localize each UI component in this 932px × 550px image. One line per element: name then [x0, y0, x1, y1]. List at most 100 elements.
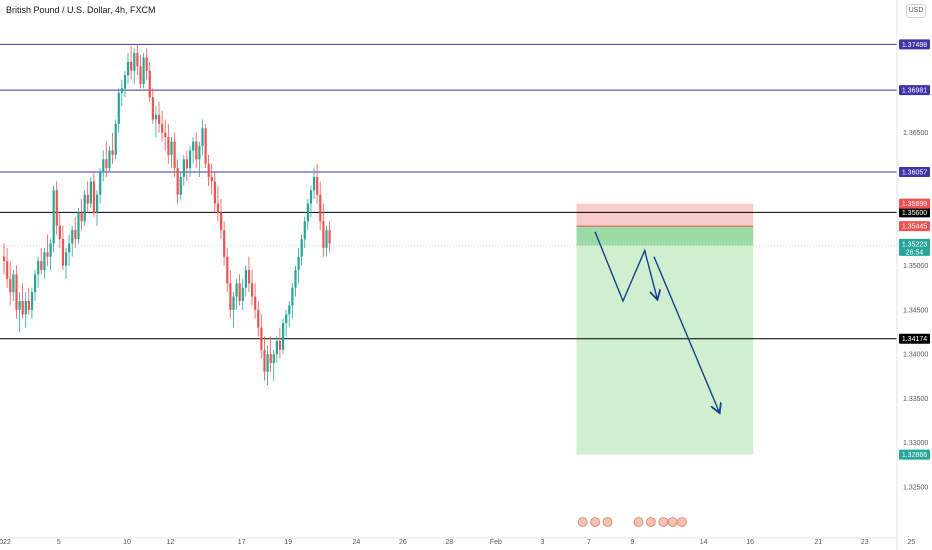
position-zones	[576, 203, 754, 455]
x-tick-label: 24	[353, 539, 361, 546]
candle-body	[254, 296, 257, 310]
candle-body	[306, 203, 309, 222]
open-profit-zone	[576, 226, 754, 246]
level-tag-1.37498-bg	[899, 39, 930, 50]
candle-body	[316, 177, 319, 195]
candle-body	[111, 150, 114, 155]
stop-price-tag: 1.35699	[902, 201, 927, 208]
candle-body	[241, 287, 244, 301]
candle-body	[303, 221, 306, 239]
candle-body	[313, 177, 316, 191]
calendar-event-icon[interactable]	[577, 517, 588, 527]
candle-body	[24, 301, 27, 315]
candle-body	[27, 301, 30, 310]
calendar-event-icon[interactable]	[667, 517, 678, 527]
candle-body	[170, 141, 173, 155]
candle-body	[74, 230, 77, 239]
price-tags: 1.37498 1.36981 1.36057 1.35600 1.34174 1.356…	[899, 39, 930, 460]
candle-body	[65, 252, 68, 266]
candle-body	[238, 283, 241, 301]
projection-arrow-second-leg[interactable]	[653, 256, 719, 412]
level-tag-1.36057: 1.36057	[902, 169, 927, 176]
candle-body	[285, 314, 288, 324]
y-tick-label: 1.35000	[903, 263, 928, 270]
candle-body	[229, 283, 232, 310]
candle-body	[6, 261, 9, 279]
target-price-tag: 1.32866	[902, 452, 927, 459]
candles	[3, 44, 331, 386]
target-price-tag-bg	[899, 449, 930, 460]
projection-arrows[interactable]	[594, 231, 719, 412]
x-tick-label: 7	[587, 539, 591, 546]
candle-body	[105, 159, 108, 169]
candle-body	[130, 61, 133, 71]
candle-body	[319, 194, 322, 222]
candle-body	[158, 115, 161, 124]
candle-body	[257, 309, 260, 328]
candle-body	[167, 137, 170, 155]
level-tag-1.36981: 1.36981	[902, 88, 927, 95]
candle-body	[247, 270, 251, 284]
level-tag-1.36981-bg	[899, 85, 930, 96]
candle-body	[189, 150, 192, 169]
candle-body	[127, 61, 130, 76]
candle-body	[164, 132, 167, 138]
candle-body	[151, 97, 154, 120]
currency-button[interactable]: USD	[906, 4, 926, 18]
candle-body	[68, 243, 71, 253]
calendar-event-icon[interactable]	[677, 517, 687, 527]
candle-body	[275, 340, 278, 355]
calendar-event-icon[interactable]	[590, 517, 600, 527]
calendar-event-icon[interactable]	[602, 517, 613, 527]
calendar-event-icon[interactable]	[646, 517, 656, 527]
x-tick-label: 26	[399, 539, 407, 546]
candle-body	[278, 340, 282, 350]
y-tick-label: 1.34000	[903, 352, 928, 359]
candle-body	[198, 146, 201, 160]
y-tick-label: 1.33000	[903, 440, 928, 447]
x-tick-label: 25	[907, 539, 915, 546]
candle-body	[213, 181, 216, 204]
candle-body	[272, 354, 275, 363]
calendar-event-icon[interactable]	[633, 517, 644, 527]
candle-body	[309, 190, 313, 204]
candle-body	[61, 239, 65, 266]
candle-body	[46, 252, 49, 257]
candle-body	[49, 243, 52, 257]
candle-body	[43, 252, 46, 270]
candle-body	[120, 88, 123, 93]
take-profit-zone	[576, 226, 754, 455]
candle-body	[117, 92, 120, 124]
candle-body	[86, 194, 89, 204]
candle-body	[204, 128, 207, 164]
candle-body	[145, 57, 148, 71]
candle-body	[136, 53, 139, 67]
event-markers[interactable]	[577, 517, 687, 527]
x-tick-label: 5	[57, 539, 61, 546]
candle-body	[12, 274, 15, 293]
candle-body	[148, 70, 151, 98]
level-tag-1.34174: 1.34174	[902, 336, 927, 343]
candle-body	[207, 163, 210, 177]
level-tag-1.35600-bg	[899, 207, 930, 218]
candle-body	[288, 305, 291, 315]
candle-body	[3, 256, 6, 262]
calendar-event-icon[interactable]	[658, 517, 669, 527]
candle-body	[92, 181, 96, 213]
candle-body	[325, 230, 328, 248]
candle-body	[71, 230, 74, 244]
candle-body	[182, 159, 185, 177]
x-tick-label: Feb	[490, 539, 502, 546]
projection-arrow-first-leg[interactable]	[594, 231, 657, 303]
candle-body	[30, 292, 34, 310]
entry-price-tag: 1.35445	[902, 224, 927, 231]
horizontal-levels[interactable]	[0, 43, 897, 340]
candle-body	[263, 349, 266, 372]
candle-body	[142, 57, 145, 84]
candle-body	[96, 194, 99, 213]
candle-body	[37, 261, 40, 275]
candle-body	[291, 287, 294, 306]
candle-body	[185, 159, 189, 169]
candle-body	[77, 212, 80, 239]
